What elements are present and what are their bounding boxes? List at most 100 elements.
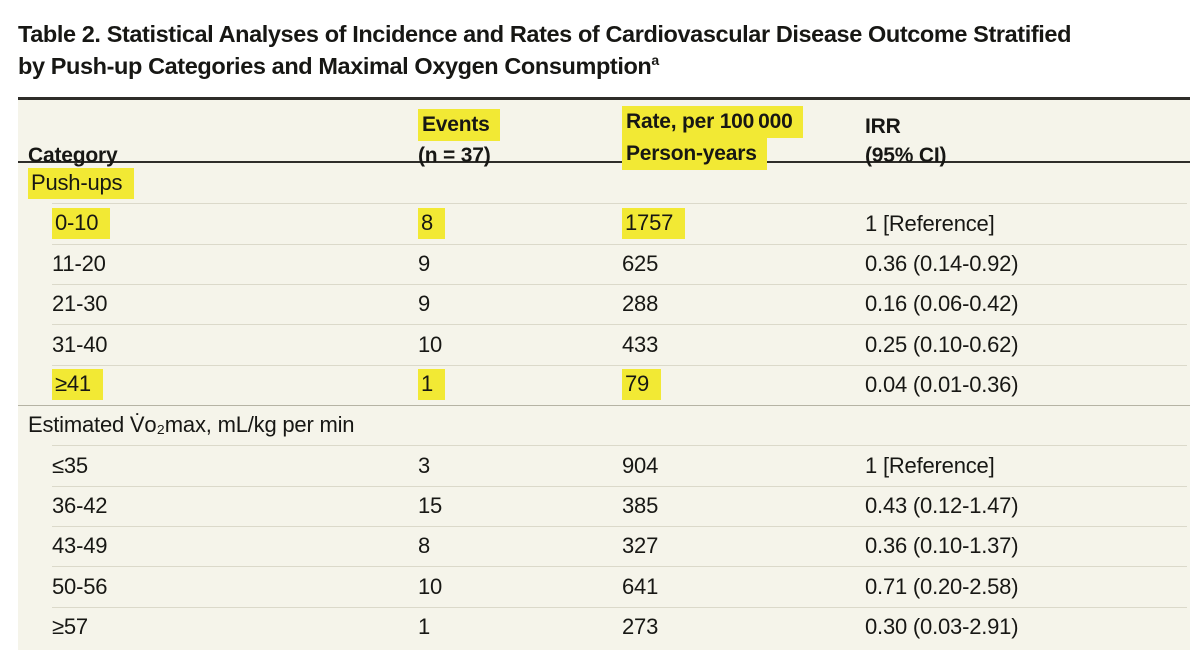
cell-irr: 0.04 (0.01-0.36) bbox=[865, 372, 1190, 398]
cell-events: 8 bbox=[418, 533, 622, 559]
cell-events: 1 bbox=[418, 614, 622, 640]
cell-events: 1 bbox=[418, 369, 622, 401]
cell-text: Estimated V̇o₂max, mL/kg per min bbox=[28, 412, 355, 438]
header-text: Category bbox=[28, 144, 118, 167]
cell-text: 0.43 (0.12-1.47) bbox=[865, 492, 1019, 518]
cell-text: 904 bbox=[622, 452, 659, 478]
cell-rate: 625 bbox=[622, 251, 865, 277]
cell-text: 0.30 (0.03-2.91) bbox=[865, 613, 1019, 639]
table-body: Push-ups 0-10 8 1757 1 [Reference] 11-20 9 625 0… bbox=[18, 163, 1190, 647]
cell-text: 433 bbox=[622, 331, 659, 357]
highlighted-text: 8 bbox=[418, 208, 446, 240]
cell-text: 1 bbox=[418, 613, 431, 639]
header-cell-events: Events (n = 37) bbox=[418, 109, 622, 170]
highlighted-text: Push-ups bbox=[28, 167, 135, 199]
header-line: Rate, per 100 000 bbox=[622, 106, 865, 138]
highlighted-text: Rate, per 100 000 bbox=[622, 106, 803, 138]
cell-text: 1 [Reference] bbox=[865, 210, 995, 236]
cell-rate: 327 bbox=[622, 533, 865, 559]
cell-text: 0.04 (0.01-0.36) bbox=[865, 371, 1019, 397]
table-row: 43-49 8 327 0.36 (0.10-1.37) bbox=[18, 526, 1190, 566]
cell-events: 3 bbox=[418, 453, 622, 479]
cell-category: ≤35 bbox=[18, 453, 418, 479]
table-row: 36-42 15 385 0.43 (0.12-1.47) bbox=[18, 485, 1190, 526]
cell-irr: 0.30 (0.03-2.91) bbox=[865, 614, 1190, 640]
cell-text: 31-40 bbox=[52, 331, 108, 357]
table-row: 11-20 9 625 0.36 (0.14-0.92) bbox=[18, 243, 1190, 284]
highlighted-text: 0-10 bbox=[52, 208, 111, 240]
header-line: Events bbox=[418, 109, 622, 141]
cell-text: 10 bbox=[418, 573, 443, 599]
header-line: IRR bbox=[865, 112, 1190, 141]
cell-text: 11-20 bbox=[52, 250, 106, 276]
cell-text: 10 bbox=[418, 331, 443, 357]
table-row: 0-10 8 1757 1 [Reference] bbox=[18, 203, 1190, 243]
cell-category: 43-49 bbox=[18, 533, 418, 559]
cell-irr: 0.16 (0.06-0.42) bbox=[865, 291, 1190, 317]
cell-events: 10 bbox=[418, 332, 622, 358]
header-cell-rate: Rate, per 100 000 Person-years bbox=[622, 106, 865, 170]
cell-text: 15 bbox=[418, 492, 443, 518]
header-cell-irr: IRR (95% CI) bbox=[865, 112, 1190, 170]
highlighted-text: Events bbox=[418, 109, 500, 141]
header-text: (95% CI) bbox=[865, 144, 947, 167]
cell-events: 15 bbox=[418, 493, 622, 519]
cell-text: 36-42 bbox=[52, 492, 108, 518]
cell-text: 385 bbox=[622, 492, 659, 518]
cell-category: 21-30 bbox=[18, 291, 418, 317]
cell-rate: 79 bbox=[622, 369, 865, 401]
cell-text: ≤35 bbox=[52, 452, 88, 478]
cell-category: 0-10 bbox=[18, 208, 418, 240]
cell-category: Push-ups bbox=[18, 167, 1190, 199]
header-line: Category bbox=[28, 141, 418, 170]
cell-text: 21-30 bbox=[52, 291, 108, 317]
table-row: 50-56 10 641 0.71 (0.20-2.58) bbox=[18, 566, 1190, 606]
cell-text: 3 bbox=[418, 452, 431, 478]
cell-category: ≥57 bbox=[18, 614, 418, 640]
cell-events: 10 bbox=[418, 574, 622, 600]
cell-text: 0.16 (0.06-0.42) bbox=[865, 291, 1019, 317]
header-line: Person-years bbox=[622, 138, 865, 170]
highlighted-text: ≥41 bbox=[52, 369, 103, 401]
header-line: (n = 37) bbox=[418, 141, 622, 170]
cell-rate: 433 bbox=[622, 332, 865, 358]
cell-text: 9 bbox=[418, 291, 431, 317]
cell-rate: 288 bbox=[622, 291, 865, 317]
table-row: ≤35 3 904 1 [Reference] bbox=[18, 445, 1190, 485]
cell-text: 0.25 (0.10-0.62) bbox=[865, 331, 1019, 357]
cell-irr: 0.36 (0.10-1.37) bbox=[865, 533, 1190, 559]
table-title-text: Table 2. Statistical Analyses of Inciden… bbox=[18, 21, 1072, 79]
header-cell-category: Category bbox=[18, 141, 418, 170]
cell-text: 43-49 bbox=[52, 533, 108, 559]
cell-rate: 385 bbox=[622, 493, 865, 519]
cell-text: 273 bbox=[622, 613, 659, 639]
table: Category Events (n = 37) Rate, per 100 000 P… bbox=[18, 97, 1190, 650]
cell-irr: 0.71 (0.20-2.58) bbox=[865, 574, 1190, 600]
cell-text: 625 bbox=[622, 250, 659, 276]
cell-text: 0.36 (0.14-0.92) bbox=[865, 250, 1019, 276]
table-header-row: Category Events (n = 37) Rate, per 100 000 P… bbox=[18, 100, 1190, 170]
table-row: 31-40 10 433 0.25 (0.10-0.62) bbox=[18, 324, 1190, 364]
cell-category: 50-56 bbox=[18, 574, 418, 600]
cell-irr: 0.25 (0.10-0.62) bbox=[865, 332, 1190, 358]
cell-category: ≥41 bbox=[18, 369, 418, 401]
highlighted-text: 1757 bbox=[622, 208, 686, 240]
cell-text: ≥57 bbox=[52, 613, 88, 639]
cell-category: 36-42 bbox=[18, 493, 418, 519]
cell-irr: 1 [Reference] bbox=[865, 211, 1190, 237]
table-row: ≥41 1 79 0.04 (0.01-0.36) bbox=[18, 364, 1190, 405]
cell-text: 327 bbox=[622, 533, 659, 559]
table-row: 21-30 9 288 0.16 (0.06-0.42) bbox=[18, 284, 1190, 324]
header-line: (95% CI) bbox=[865, 141, 1190, 170]
cell-irr: 1 [Reference] bbox=[865, 453, 1190, 479]
highlighted-text: 79 bbox=[622, 369, 662, 401]
cell-irr: 0.43 (0.12-1.47) bbox=[865, 493, 1190, 519]
cell-text: 1 [Reference] bbox=[865, 452, 995, 478]
cell-text: 641 bbox=[622, 573, 659, 599]
cell-text: 0.71 (0.20-2.58) bbox=[865, 573, 1019, 599]
cell-text: 0.36 (0.10-1.37) bbox=[865, 533, 1019, 559]
cell-text: 9 bbox=[418, 250, 431, 276]
cell-category: Estimated V̇o₂max, mL/kg per min bbox=[18, 412, 1190, 438]
cell-rate: 904 bbox=[622, 453, 865, 479]
